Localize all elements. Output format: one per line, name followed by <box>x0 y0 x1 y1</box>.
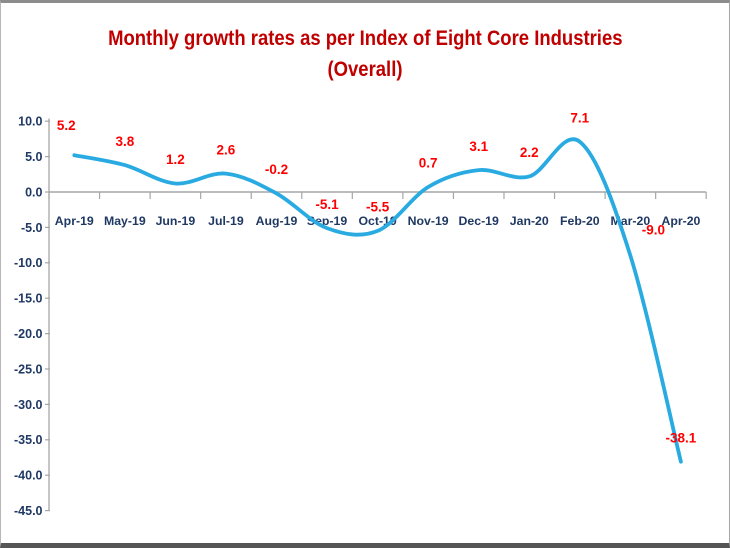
y-axis-label: -5.0 <box>21 221 43 235</box>
y-axis-label: 0.0 <box>25 185 42 199</box>
growth-line <box>72 137 683 464</box>
data-label: 2.2 <box>520 145 539 160</box>
data-label: 1.2 <box>166 152 185 167</box>
y-axis-label: -25.0 <box>14 362 43 376</box>
chart-title: Monthly growth rates as per Index of Eig… <box>107 27 623 50</box>
x-axis-label: Feb-20 <box>560 214 600 228</box>
data-label: -0.2 <box>265 162 288 177</box>
data-label: 3.8 <box>115 134 134 149</box>
x-axis-label: Jan-20 <box>510 214 549 228</box>
chart-subtitle: (Overall) <box>327 58 403 81</box>
x-axis-label: Jul-19 <box>208 214 244 228</box>
x-axis-label: Apr-20 <box>661 214 700 228</box>
data-label: 7.1 <box>570 110 589 125</box>
y-axis-label: -15.0 <box>14 292 43 306</box>
data-label: 5.2 <box>57 118 76 133</box>
y-axis-label: -35.0 <box>14 433 43 447</box>
x-axis-label: Nov-19 <box>408 214 449 228</box>
y-axis-label: -40.0 <box>14 469 43 483</box>
data-label: -9.0 <box>642 222 665 237</box>
y-axis-label: -10.0 <box>14 256 43 270</box>
data-label: -38.1 <box>666 430 697 445</box>
y-axis-label: -20.0 <box>14 327 43 341</box>
data-label: 0.7 <box>419 156 438 171</box>
y-axis-label: 5.0 <box>25 150 42 164</box>
y-axis-label: -45.0 <box>14 504 43 518</box>
data-label: -5.1 <box>315 197 339 212</box>
x-axis-label: Aug-19 <box>256 214 298 228</box>
data-label: -5.5 <box>366 200 390 215</box>
chart-title-block: Monthly growth rates as per Index of Eig… <box>1 23 729 85</box>
x-axis-label: Apr-19 <box>55 214 94 228</box>
x-axis-label: May-19 <box>104 214 146 228</box>
x-axis-label: Jun-19 <box>156 214 196 228</box>
line-chart: 10.0 5.0 0.0 -5.0 -10.0 -15.0 -20.0 -25.0 -30.0 -… <box>14 110 707 518</box>
data-label: 2.6 <box>217 142 236 157</box>
y-axis-label: 10.0 <box>18 115 42 129</box>
data-label: 3.1 <box>469 139 488 154</box>
x-axis-label: Dec-19 <box>459 214 499 228</box>
y-axis-label: -30.0 <box>14 398 43 412</box>
